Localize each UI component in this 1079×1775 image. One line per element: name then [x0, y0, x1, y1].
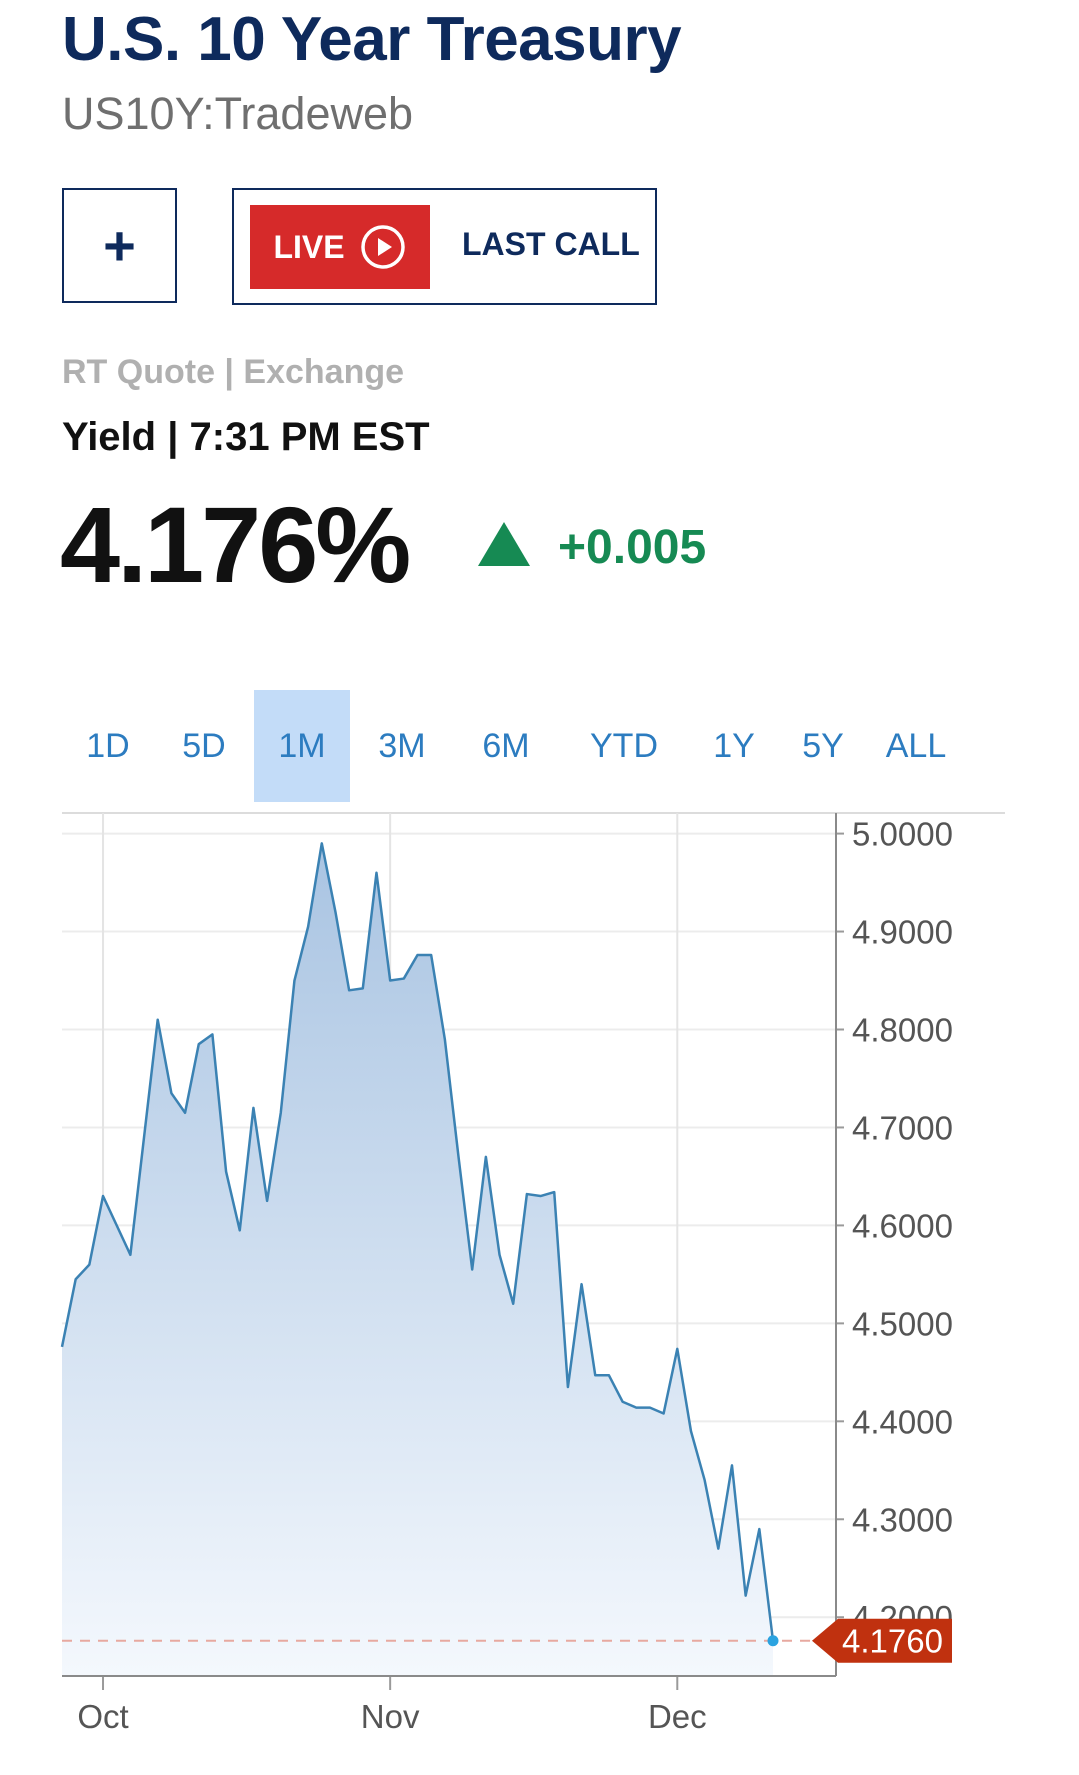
y-tick-label: 4.7000 [852, 1109, 953, 1146]
x-tick-label: Nov [361, 1698, 420, 1735]
x-tick-label: Dec [648, 1698, 707, 1735]
quote-type-time: Yield | 7:31 PM EST [62, 415, 430, 459]
tab-all[interactable]: ALL [885, 726, 947, 765]
y-tick-label: 4.3000 [852, 1501, 953, 1538]
series-line [60, 842, 775, 1641]
current-value-label: 4.1760 [842, 1623, 943, 1660]
y-tick-label: 4.2000 [852, 1599, 953, 1636]
last-call-label[interactable]: LAST CALL [462, 226, 640, 262]
tab-5d[interactable]: 5D [182, 726, 226, 765]
tab-5y[interactable]: 5Y [802, 726, 844, 765]
current-value-tag [812, 1618, 952, 1663]
live-last-call-banner[interactable]: LIVE LAST CALL [232, 188, 657, 305]
x-tick-label: Oct [77, 1698, 128, 1735]
y-tick-label: 4.5000 [852, 1305, 953, 1342]
y-tick-label: 4.9000 [852, 914, 953, 951]
tab-ytd[interactable]: YTD [590, 726, 658, 765]
live-button[interactable]: LIVE [250, 205, 430, 289]
quote-source: RT Quote | Exchange [62, 353, 405, 391]
add-to-watchlist-button[interactable]: + [62, 188, 177, 303]
plus-icon: + [103, 213, 136, 277]
series-area [62, 843, 773, 1676]
price-change: +0.005 [558, 521, 707, 574]
play-circle-icon [360, 225, 405, 269]
tab-1y[interactable]: 1Y [713, 726, 755, 765]
tab-1m[interactable]: 1M [254, 690, 350, 802]
up-arrow-icon [478, 522, 530, 566]
ticker-symbol: US10Y:Tradeweb [62, 88, 414, 139]
page-title: U.S. 10 Year Treasury [62, 5, 682, 74]
y-tick-label: 5.0000 [852, 816, 953, 853]
last-price: 4.176% [60, 484, 411, 605]
last-point-marker [767, 1635, 779, 1647]
tab-1d[interactable]: 1D [86, 726, 130, 765]
tab-6m[interactable]: 6M [482, 726, 530, 765]
y-tick-label: 4.6000 [852, 1207, 953, 1244]
tab-3m[interactable]: 3M [378, 726, 426, 765]
y-tick-label: 4.8000 [852, 1012, 953, 1049]
y-tick-label: 4.4000 [852, 1403, 953, 1440]
live-label: LIVE [273, 228, 345, 265]
